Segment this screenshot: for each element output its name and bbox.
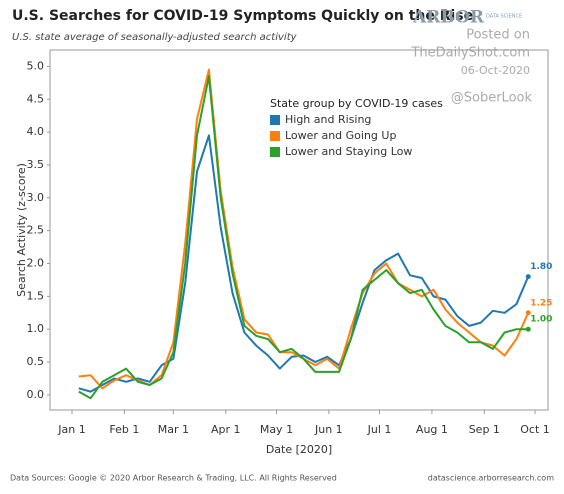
y-tick-label: 5.0: [27, 59, 45, 72]
legend-label: High and Rising: [285, 113, 371, 126]
end-point: [525, 274, 531, 280]
legend-swatch: [270, 131, 280, 141]
series-line: [78, 75, 529, 400]
y-tick-label: 4.5: [27, 92, 45, 105]
y-axis-label: Search Activity (z-score): [15, 163, 28, 297]
handle: @SoberLook: [451, 91, 533, 106]
legend-swatch: [270, 147, 280, 157]
legend-title: State group by COVID-19 cases: [270, 97, 443, 110]
y-tick-label: 4.0: [27, 125, 45, 138]
end-point: [525, 310, 531, 316]
value-label: 1.00: [530, 315, 552, 325]
legend-label: Lower and Going Up: [285, 129, 396, 142]
site: TheDailyShot.com: [410, 46, 530, 61]
y-tick-label: 1.0: [27, 322, 45, 335]
x-tick-label: Apr 1: [211, 423, 241, 436]
y-tick-label: 0.5: [27, 355, 45, 368]
x-tick-label: Aug 1: [416, 423, 448, 436]
x-tick-label: Mar 1: [158, 423, 189, 436]
chart-title: U.S. Searches for COVID-19 Symptoms Quic…: [12, 8, 473, 24]
logo: ARBOR: [412, 8, 485, 28]
series-line: [78, 134, 530, 393]
legend-label: Lower and Staying Low: [285, 145, 412, 158]
x-tick-label: Jan 1: [57, 423, 85, 436]
y-tick-label: 3.5: [27, 158, 45, 171]
x-tick-label: May 1: [260, 423, 293, 436]
y-tick-label: 0.0: [27, 388, 45, 401]
y-tick-label: 2.5: [27, 224, 45, 237]
posted-date: 06-Oct-2020: [461, 64, 530, 77]
value-label: 1.25: [530, 298, 552, 308]
source: Data Sources: Google © 2020 Arbor Resear…: [10, 474, 337, 483]
value-label: 1.80: [530, 262, 552, 272]
subtitle: U.S. state average of seasonally-adjuste…: [12, 32, 298, 43]
y-tick-label: 1.5: [27, 289, 45, 302]
end-point: [525, 326, 531, 332]
y-tick-label: 2.0: [27, 257, 45, 270]
y-tick-label: 3.0: [27, 191, 45, 204]
x-tick-label: Sep 1: [469, 423, 500, 436]
posted-on: Posted on: [466, 28, 530, 43]
logo-sub: DATA SCIENCE: [486, 14, 522, 20]
x-tick-label: Feb 1: [109, 423, 139, 436]
x-axis-label: Date [2020]: [266, 443, 332, 456]
x-tick-label: Jun 1: [314, 423, 343, 436]
source-url: datascience.arborresearch.com: [428, 474, 554, 483]
plot-frame: [49, 49, 549, 411]
legend-swatch: [270, 115, 280, 125]
x-tick-label: Oct 1: [520, 423, 550, 436]
x-tick-label: Jul 1: [367, 423, 392, 436]
